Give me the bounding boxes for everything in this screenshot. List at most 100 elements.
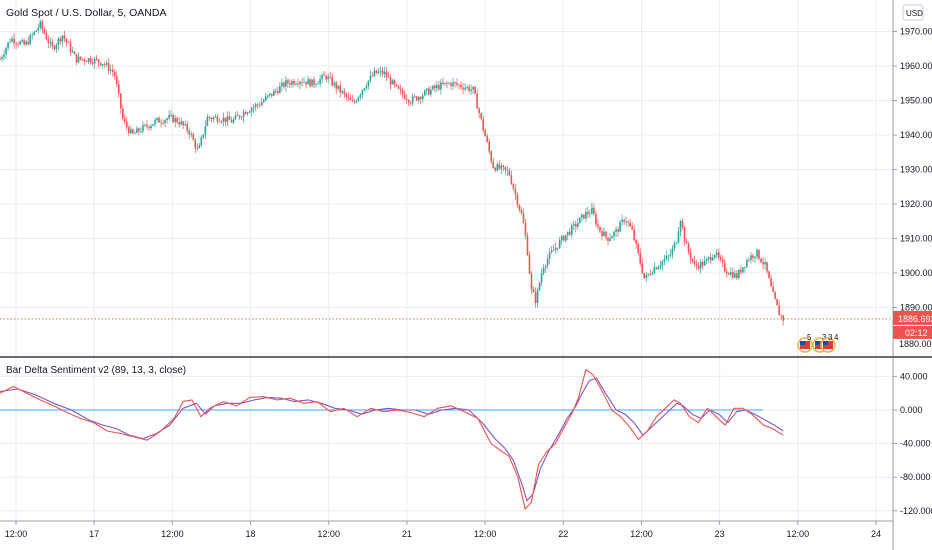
- candle-body: [41, 21, 44, 29]
- candle-body: [695, 263, 698, 266]
- candle-body: [444, 82, 446, 84]
- candle-body: [504, 167, 507, 170]
- indicator-title: Bar Delta Sentiment v2 (89, 13, 3, close…: [6, 365, 186, 376]
- candle-body: [615, 229, 617, 232]
- candle-body: [752, 255, 754, 258]
- time-tick-label: 22: [558, 529, 568, 539]
- candle-body: [387, 76, 390, 78]
- candle-body: [725, 271, 728, 274]
- candle-body: [556, 247, 559, 249]
- candle-body: [150, 125, 152, 129]
- candle-body: [407, 100, 410, 103]
- candle-body: [381, 70, 384, 75]
- candle-body: [293, 80, 295, 85]
- candle-body: [520, 209, 523, 214]
- candle-body: [250, 108, 253, 112]
- candle-body: [331, 77, 333, 86]
- indicator-axis[interactable]: 40.000 0.000 -40.000 -80.000 -120.000: [893, 371, 932, 516]
- candle-body: [516, 194, 519, 205]
- candle-body: [105, 63, 108, 65]
- candle-body: [337, 85, 340, 89]
- price-candles[interactable]: [0, 18, 784, 326]
- candle-body: [468, 86, 470, 92]
- candle-body: [91, 62, 94, 64]
- candle-body: [270, 93, 273, 96]
- candle-body: [21, 40, 23, 42]
- candle-body: [732, 272, 734, 278]
- candle-body: [103, 64, 106, 65]
- indicator-series[interactable]: [0, 369, 784, 510]
- candle-body: [359, 94, 362, 98]
- candle-body: [27, 41, 29, 45]
- currency-badge[interactable]: USD: [902, 4, 924, 21]
- time-tick-label: 12:00: [161, 529, 184, 539]
- flag-icon[interactable]: [820, 337, 836, 353]
- candle-body: [579, 217, 581, 224]
- candle-body: [607, 237, 609, 241]
- candle-body: [510, 175, 513, 184]
- candle-body: [162, 122, 164, 124]
- time-axis[interactable]: 12:00 17 12:00 18 12:00 21 12:00 22 12:00 23 12:00…: [5, 521, 881, 539]
- price-tick-label: 1960.000: [900, 61, 932, 71]
- candle-body: [81, 59, 84, 60]
- candle-body: [315, 84, 317, 86]
- candle-body: [480, 113, 482, 119]
- candle-body: [470, 89, 472, 92]
- chart-title: Gold Spot / U.S. Dollar, 5, OANDA: [6, 7, 166, 19]
- candle-body: [341, 91, 344, 93]
- candle-body: [550, 250, 553, 253]
- indicator-tick-label: -120.000: [900, 506, 932, 516]
- candle-body: [723, 262, 726, 272]
- candle-body: [617, 229, 619, 232]
- candle-body: [363, 88, 366, 91]
- candle-body: [697, 265, 700, 269]
- candle-body: [277, 90, 279, 94]
- candle-body: [740, 269, 742, 273]
- candle-body: [275, 90, 277, 92]
- candle-body: [101, 64, 104, 66]
- candle-body: [287, 80, 289, 84]
- price-axis[interactable]: 1890.000 1900.000 1910.000 1920.000 1930.000…: [893, 27, 932, 313]
- candle-body: [126, 121, 128, 128]
- price-tick-label: 1890.000: [900, 303, 932, 313]
- candle-body: [764, 261, 766, 265]
- candle-body: [756, 249, 758, 257]
- candle-body: [168, 114, 170, 119]
- candle-body: [281, 82, 283, 87]
- indicator-tick-label: -40.000: [900, 439, 931, 449]
- candle-body: [73, 51, 76, 55]
- candle-body: [246, 112, 249, 114]
- candle-body: [228, 116, 231, 120]
- event-count: 3: [828, 333, 833, 342]
- candle-body: [23, 40, 25, 45]
- candle-body: [462, 87, 464, 90]
- candle-body: [222, 117, 225, 122]
- candle-body: [303, 81, 305, 83]
- economic-events[interactable]: 5 3 3 4: [797, 333, 839, 353]
- candle-body: [760, 258, 762, 263]
- candle-body: [434, 85, 436, 89]
- candle-body: [766, 261, 768, 272]
- candle-body: [423, 90, 426, 96]
- candle-body: [335, 82, 338, 89]
- candle-body: [109, 69, 112, 71]
- indicator-series-line-2[interactable]: [0, 369, 784, 510]
- candle-body: [254, 104, 257, 107]
- candle-body: [77, 56, 80, 63]
- candle-body: [641, 263, 644, 273]
- candle-body: [570, 225, 573, 235]
- candle-body: [454, 82, 456, 83]
- flag-icon[interactable]: [797, 337, 813, 353]
- candle-body: [496, 164, 499, 171]
- candle-body: [176, 118, 178, 123]
- indicator-series-line-1[interactable]: [0, 377, 784, 502]
- candle-body: [301, 81, 303, 83]
- candle-body: [711, 257, 714, 261]
- candle-body: [552, 249, 555, 251]
- candle-body: [208, 116, 211, 119]
- candle-body: [403, 94, 406, 99]
- time-tick-label: 12:00: [630, 529, 653, 539]
- candle-body: [758, 249, 760, 259]
- candle-body: [75, 54, 78, 63]
